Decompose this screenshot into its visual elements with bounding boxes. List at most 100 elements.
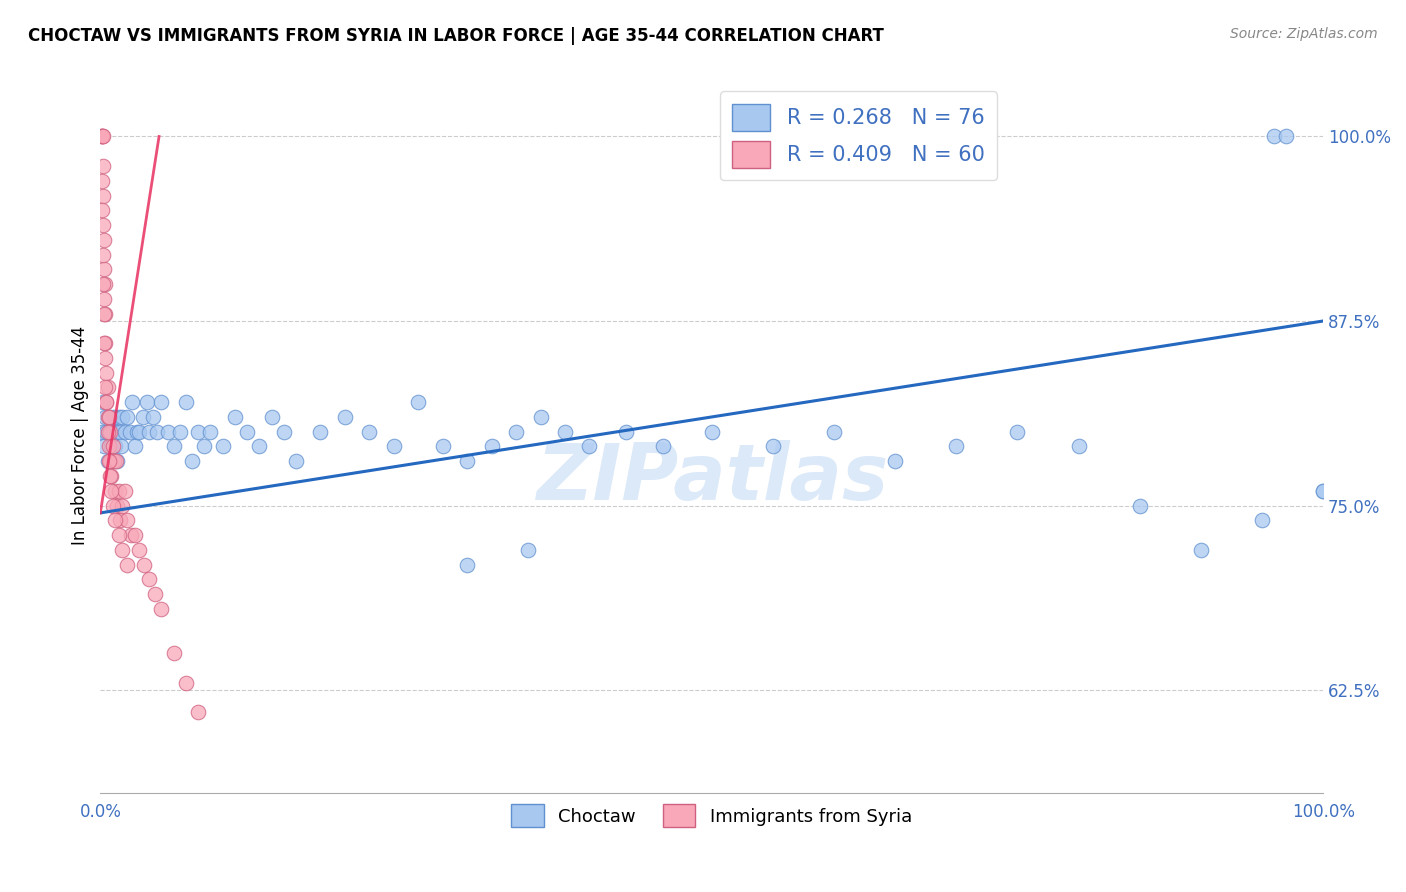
Point: [163, 646, 186, 660]
Point: [104, 440, 127, 454]
Point: [200, 425, 222, 439]
Point: [97, 425, 120, 439]
Point: [91, 129, 114, 144]
Point: [145, 425, 167, 439]
Point: [110, 440, 132, 454]
Point: [93, 233, 115, 247]
Point: [93, 440, 115, 454]
Point: [93, 307, 115, 321]
Point: [578, 440, 600, 454]
Point: [651, 440, 673, 454]
Point: [124, 528, 146, 542]
Point: [333, 409, 356, 424]
Point: [1129, 499, 1152, 513]
Point: [1067, 440, 1090, 454]
Point: [98, 409, 121, 424]
Point: [107, 454, 129, 468]
Point: [105, 454, 128, 468]
Point: [96, 395, 118, 409]
Point: [614, 425, 637, 439]
Point: [181, 454, 204, 468]
Point: [135, 395, 157, 409]
Point: [108, 513, 131, 527]
Point: [285, 454, 308, 468]
Point: [247, 440, 270, 454]
Point: [94, 336, 117, 351]
Point: [142, 409, 165, 424]
Point: [114, 425, 136, 439]
Point: [128, 425, 150, 439]
Point: [273, 425, 295, 439]
Point: [108, 425, 131, 439]
Point: [120, 528, 142, 542]
Point: [114, 483, 136, 498]
Legend: Choctaw, Immigrants from Syria: Choctaw, Immigrants from Syria: [505, 797, 920, 834]
Point: [1275, 129, 1298, 144]
Point: [96, 425, 118, 439]
Point: [128, 542, 150, 557]
Point: [101, 499, 124, 513]
Point: [145, 587, 167, 601]
Point: [309, 425, 332, 439]
Point: [100, 483, 122, 498]
Point: [93, 292, 115, 306]
Point: [97, 409, 120, 424]
Point: [90, 203, 112, 218]
Point: [96, 366, 118, 380]
Point: [94, 409, 117, 424]
Point: [150, 395, 173, 409]
Point: [91, 218, 114, 232]
Point: [107, 409, 129, 424]
Point: [382, 440, 405, 454]
Point: [193, 440, 215, 454]
Point: [945, 440, 967, 454]
Point: [90, 174, 112, 188]
Point: [211, 440, 233, 454]
Point: [1251, 513, 1274, 527]
Point: [103, 409, 125, 424]
Point: [97, 425, 120, 439]
Point: [101, 440, 124, 454]
Point: [97, 454, 120, 468]
Point: [93, 336, 115, 351]
Point: [101, 425, 124, 439]
Point: [1312, 483, 1334, 498]
Point: [111, 542, 134, 557]
Point: [884, 454, 907, 468]
Point: [505, 425, 527, 439]
Point: [174, 395, 197, 409]
Point: [91, 159, 114, 173]
Point: [91, 188, 114, 202]
Point: [117, 409, 139, 424]
Point: [90, 129, 112, 144]
Point: [98, 454, 121, 468]
Point: [97, 380, 120, 394]
Point: [700, 425, 723, 439]
Point: [97, 454, 120, 468]
Point: [529, 409, 551, 424]
Point: [456, 558, 478, 572]
Point: [260, 409, 283, 424]
Point: [150, 602, 173, 616]
Point: [236, 425, 259, 439]
Point: [100, 469, 122, 483]
Point: [98, 425, 121, 439]
Point: [94, 307, 117, 321]
Point: [97, 440, 120, 454]
Point: [125, 425, 148, 439]
Point: [91, 277, 114, 291]
Point: [169, 425, 191, 439]
Point: [97, 409, 120, 424]
Point: [96, 395, 118, 409]
Point: [406, 395, 429, 409]
Point: [90, 129, 112, 144]
Point: [481, 440, 503, 454]
Point: [111, 499, 134, 513]
Point: [118, 425, 141, 439]
Text: Source: ZipAtlas.com: Source: ZipAtlas.com: [1230, 27, 1378, 41]
Point: [94, 351, 117, 365]
Point: [224, 409, 246, 424]
Point: [156, 425, 179, 439]
Point: [100, 440, 122, 454]
Point: [163, 440, 186, 454]
